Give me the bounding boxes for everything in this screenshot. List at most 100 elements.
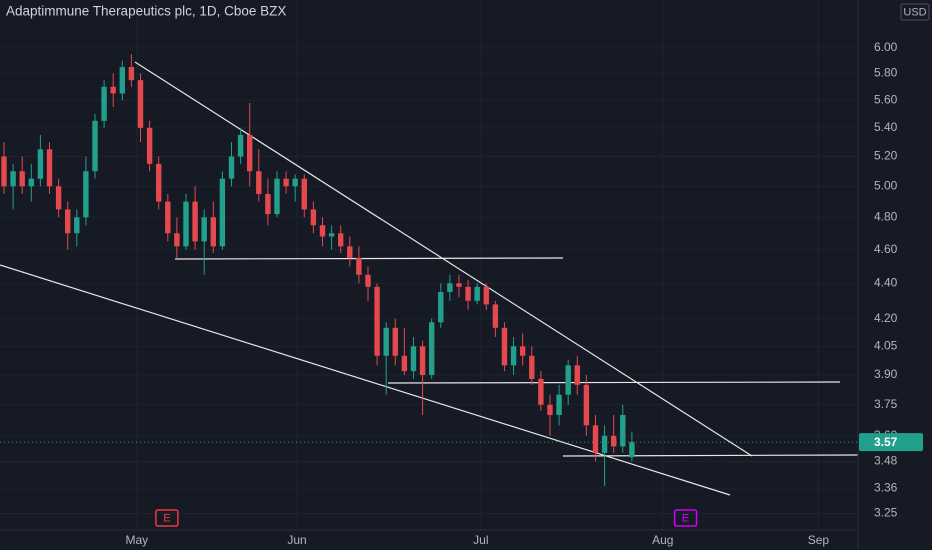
candle-body (483, 286, 489, 305)
candle-body (392, 327, 398, 356)
y-tick-label: 3.36 (874, 480, 898, 494)
candle-body (74, 217, 80, 234)
candle-body (547, 404, 553, 415)
candle-body (356, 257, 362, 275)
candle-body (92, 120, 98, 172)
candle-body (465, 286, 471, 301)
candle-body (538, 378, 544, 405)
event-marker (673, 509, 698, 527)
candle-body (438, 292, 444, 323)
candle-body (37, 149, 44, 179)
y-tick-label: 4.05 (874, 339, 898, 353)
x-tick-label: Jul (473, 533, 488, 547)
y-tick-label: 4.80 (874, 209, 898, 223)
candle-body (565, 365, 571, 395)
candle-body (83, 171, 89, 218)
trendline (387, 381, 841, 384)
candle-body (137, 80, 144, 128)
candle-body (192, 201, 198, 242)
candle-body (337, 233, 344, 247)
candles (0, 54, 858, 486)
candle-body (283, 178, 289, 187)
y-tick-label: 5.00 (874, 178, 898, 192)
candle-body (274, 178, 280, 215)
candle-body (46, 149, 53, 187)
event-marker (155, 509, 179, 527)
candle-body (592, 425, 599, 453)
currency: USD (903, 6, 926, 18)
candle-body (474, 286, 480, 301)
candle-body (237, 134, 244, 157)
candle-body (119, 67, 125, 94)
candle-body (629, 442, 635, 458)
candle-body (428, 322, 435, 375)
y-tick-label: 5.20 (874, 149, 898, 163)
candle-body (210, 217, 216, 247)
candle-body (265, 193, 271, 215)
y-tick-label: 3.48 (874, 454, 898, 468)
y-tick-label: 3.25 (874, 506, 898, 520)
trendline (0, 264, 731, 496)
candle-body (447, 283, 453, 293)
x-tick-label: May (126, 533, 149, 547)
candle-body (328, 233, 335, 237)
chart-title: Adaptimmune Therapeutics plc, 1D, Cboe B… (6, 4, 286, 19)
candle-body (165, 201, 171, 234)
y-tick-label: 4.40 (874, 276, 898, 290)
axis: 3.253.363.483.603.753.904.054.204.404.60… (126, 40, 923, 547)
candle-body (456, 283, 462, 287)
candle-body (65, 209, 71, 234)
last-price-box (859, 433, 923, 452)
trendline (134, 61, 753, 457)
x-tick-label: Jun (287, 533, 306, 547)
y-tick-label: 5.60 (874, 92, 898, 106)
candle-body (365, 274, 371, 287)
candle-body (556, 394, 562, 415)
candle-body (501, 327, 508, 366)
candle-body (174, 233, 180, 247)
candle-body (28, 178, 35, 187)
candle-body (146, 127, 153, 164)
trendlines (0, 61, 859, 496)
candle-body (219, 178, 226, 247)
candle-body (519, 346, 526, 356)
candle-body (19, 171, 25, 187)
candle-body (292, 178, 298, 187)
candle-body (155, 163, 162, 202)
candle-body (55, 186, 62, 210)
y-tick-label: 6.00 (874, 40, 898, 54)
event-label: E (163, 512, 170, 524)
last-price-label: 3.57 (874, 435, 898, 449)
candle-body (110, 86, 116, 94)
y-tick-label: 5.40 (874, 120, 898, 134)
candle-body (492, 304, 499, 328)
event-label: E (682, 512, 689, 524)
candle-body (529, 355, 535, 379)
candle-body (510, 346, 517, 366)
grid (0, 0, 858, 530)
candle-body (383, 327, 389, 356)
y-tick-label: 5.80 (874, 66, 898, 80)
candle-body (101, 86, 107, 121)
candle-body (574, 365, 580, 385)
candle-body (583, 384, 590, 426)
candle-body (419, 346, 426, 375)
candle-body (301, 178, 307, 210)
candle-body (256, 171, 262, 194)
candle-body (10, 171, 16, 187)
candle-body (374, 286, 380, 356)
candle-body (319, 225, 326, 237)
candle-body (201, 217, 207, 242)
trendline (562, 454, 859, 457)
x-tick-label: Aug (652, 533, 673, 547)
candle-body (310, 209, 317, 226)
trendline (174, 257, 564, 260)
candle-body (620, 414, 626, 447)
candle-body (610, 435, 617, 447)
currency-box (900, 3, 930, 21)
candle-body (401, 355, 408, 372)
candle-body (183, 201, 189, 247)
candle-body (601, 435, 608, 453)
y-tick-label: 3.75 (874, 397, 898, 411)
